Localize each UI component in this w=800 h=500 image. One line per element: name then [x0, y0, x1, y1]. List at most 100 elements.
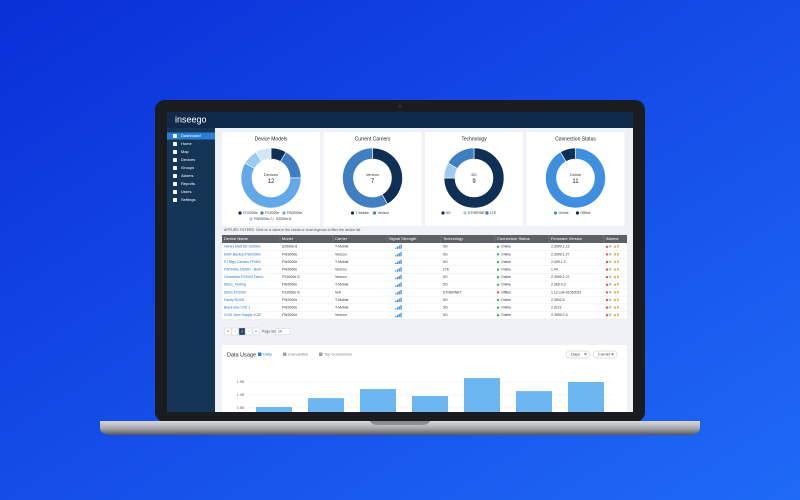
signal-bar [396, 299, 399, 302]
usage-bar[interactable] [568, 382, 604, 421]
page-button-label: › [248, 329, 250, 334]
alarm-critical-count: 0 [609, 283, 611, 287]
alarm-critical-icon [605, 268, 609, 271]
page-button[interactable] [252, 327, 260, 336]
legend-label[interactable]: Online [559, 211, 569, 215]
alarm-warning-count: 0 [617, 275, 619, 279]
dropdown-button[interactable] [565, 350, 591, 359]
sidebar-item[interactable]: Reports [181, 181, 195, 186]
page-button[interactable] [238, 327, 246, 336]
column-header[interactable]: Firmware Version [551, 236, 582, 241]
alarm-warning-icon [613, 306, 617, 309]
usage-bar[interactable] [308, 398, 344, 421]
signal-bar [398, 268, 400, 272]
alarm-critical-count: 0 [609, 260, 611, 264]
firmware: 2.3999.0.3 [551, 313, 568, 317]
legend-label[interactable]: ETHERNET [468, 211, 488, 215]
usage-bar[interactable] [464, 378, 500, 421]
alarm-warning-icon [613, 253, 617, 256]
legend-label[interactable]: FW2000e-S [254, 217, 273, 221]
donut-segment[interactable] [255, 147, 272, 162]
usage-bar[interactable] [360, 389, 396, 421]
page-button[interactable] [231, 327, 239, 336]
sidebar-item[interactable]: Users [181, 189, 191, 194]
connection-status: Online [501, 252, 511, 256]
connection-status: Offline [501, 290, 511, 294]
legend-label[interactable]: FX2000e [265, 211, 279, 215]
legend-swatch [238, 211, 242, 215]
device-name[interactable]: Dillon FX2000 [224, 290, 246, 294]
page-button-label: « [227, 329, 230, 334]
screen: inseego Dashboard Home Map Devices Groups Ala… [167, 112, 633, 421]
card-title: Connection Status [555, 136, 596, 142]
column-header[interactable]: Technology [443, 236, 463, 241]
carrier: T-Mobile [335, 245, 348, 249]
legend-label[interactable]: Offline [581, 211, 591, 215]
sidebar-item[interactable]: Devices [181, 157, 195, 162]
signal-bar [396, 261, 399, 264]
device-name[interactable]: Faulty RUSS [224, 298, 245, 302]
device-name[interactable]: Black Box LPE 1 [224, 306, 250, 310]
dropdown-button[interactable] [592, 350, 618, 359]
usage-bar[interactable] [256, 406, 292, 421]
tab[interactable]: Cumulative [288, 352, 309, 357]
page-size-select[interactable] [275, 328, 291, 335]
carrier: Verizon [335, 268, 347, 272]
tab[interactable]: Daily [263, 352, 272, 357]
donut-segment[interactable] [447, 147, 475, 169]
page-button-label: 1 [241, 329, 244, 334]
donut-segment[interactable] [560, 147, 576, 162]
legend-label[interactable]: T-Mobile [356, 211, 369, 215]
usage-bar[interactable] [412, 396, 448, 421]
sidebar-item[interactable]: Dashboard [181, 133, 201, 138]
column-header[interactable]: Model [282, 236, 293, 241]
donut-center-value: 7 [371, 179, 375, 185]
column-header[interactable]: Signal Strength [389, 236, 416, 241]
column-header[interactable]: Device Name [224, 236, 249, 241]
sidebar-item[interactable]: Home [181, 141, 192, 146]
connection-status: Online [501, 283, 511, 287]
legend-label[interactable]: Verizon [378, 211, 390, 215]
legend-label[interactable]: S2000e-8 [276, 217, 291, 221]
donut-segment[interactable] [443, 147, 505, 209]
sidebar-item[interactable]: Map [181, 149, 190, 154]
device-name[interactable]: EWF Backup FW2000e [224, 252, 261, 256]
alarm-critical-count: 0 [609, 298, 611, 302]
device-name[interactable]: Cinderella FX2000 Demo [224, 275, 263, 279]
device-name[interactable]: Harley Matt 5G S2000e [224, 245, 261, 249]
status-dot [496, 291, 500, 294]
tab-icon [319, 352, 323, 356]
model: FW2000e [282, 260, 297, 264]
legend-label[interactable]: FW2000e [287, 211, 302, 215]
legend-swatch [249, 217, 253, 221]
legend-label[interactable]: 5G [446, 211, 451, 215]
legend-label[interactable]: LTE [490, 211, 497, 215]
donut-segment[interactable] [545, 147, 606, 209]
usage-bar[interactable] [516, 391, 552, 421]
device-name[interactable]: Dillon_Testing [224, 283, 246, 287]
device-name[interactable]: FW2000e DEMO - Brett [224, 268, 261, 272]
sidebar-item[interactable]: Alarms [181, 173, 193, 178]
page-button[interactable] [224, 327, 232, 336]
sidebar-icon [173, 198, 177, 202]
sidebar-item[interactable]: Settings [181, 197, 195, 202]
column-header[interactable]: Alarms [606, 236, 618, 241]
legend-label[interactable]: FG2000e [243, 211, 258, 215]
sidebar-icon [173, 190, 177, 194]
tab[interactable]: Top Consumers [324, 352, 352, 357]
device-name[interactable]: FJ Rigo Carlsen FR400 [224, 260, 261, 264]
signal-bar [396, 254, 399, 257]
alarm-warning-count: 0 [617, 245, 619, 249]
column-header[interactable]: Carrier [335, 236, 348, 241]
signal-bar [396, 315, 399, 318]
donut-segment[interactable] [342, 147, 388, 209]
device-name[interactable]: CCM Juno Supply VC87 [224, 313, 262, 317]
page-button[interactable] [245, 327, 253, 336]
y-tick-label: 0.5B [237, 406, 245, 410]
column-header[interactable]: Connection Status [497, 236, 530, 241]
donut-segment[interactable] [240, 162, 302, 209]
legend-swatch [350, 211, 355, 215]
legend-swatch [463, 211, 467, 215]
sidebar-item[interactable]: Groups [181, 165, 194, 170]
